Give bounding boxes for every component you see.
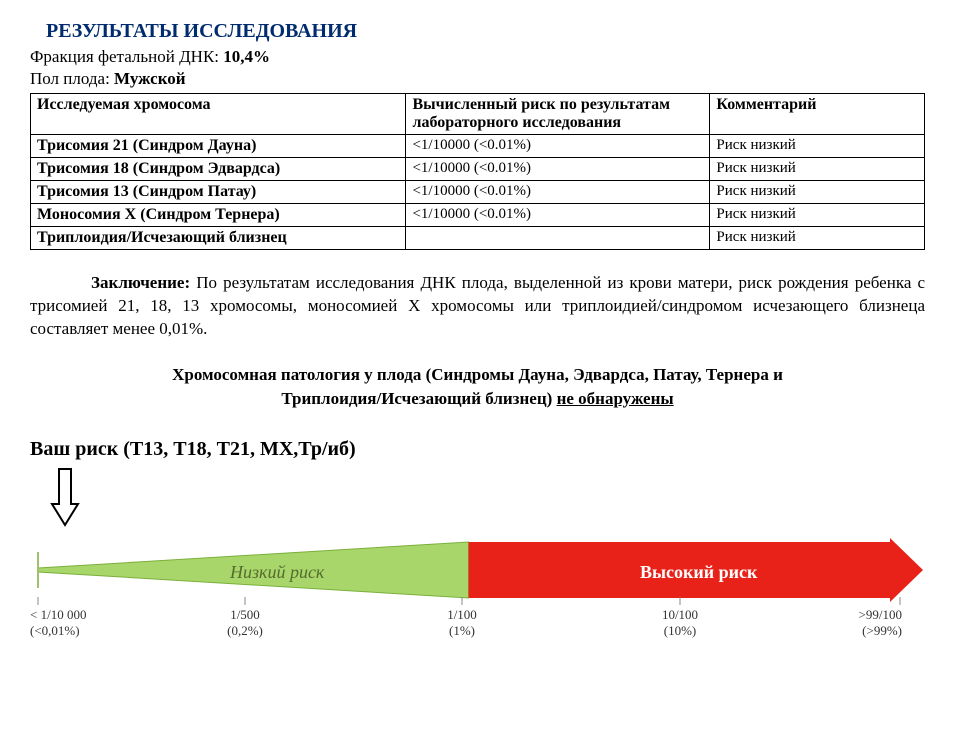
low-risk-label: Низкий риск — [230, 562, 324, 583]
tick-label: 1/100(1%) — [422, 607, 502, 638]
tick-label: >99/100(>99%) — [859, 607, 902, 638]
fetal-sex-line: Пол плода: Мужской — [30, 69, 925, 89]
table-cell: Триплоидия/Исчезающий близнец — [31, 227, 406, 250]
table-cell: Трисомия 18 (Синдром Эдвардса) — [31, 158, 406, 181]
conclusion-label: Заключение: — [91, 273, 196, 292]
table-cell: Риск низкий — [710, 227, 925, 250]
page-title: РЕЗУЛЬТАТЫ ИССЛЕДОВАНИЯ — [46, 20, 925, 43]
table-cell: <1/10000 (<0.01%) — [406, 204, 710, 227]
table-header-row: Исследуемая хромосома Вычисленный риск п… — [31, 94, 925, 135]
fetal-dna-label: Фракция фетальной ДНК: — [30, 47, 223, 66]
table-row: Триплоидия/Исчезающий близнец Риск низкий — [31, 227, 925, 250]
table-cell: Риск низкий — [710, 181, 925, 204]
fetal-dna-line: Фракция фетальной ДНК: 10,4% — [30, 47, 925, 67]
results-table: Исследуемая хромосома Вычисленный риск п… — [30, 93, 925, 250]
table-row: Трисомия 21 (Синдром Дауна)<1/10000 (<0.… — [31, 135, 925, 158]
table-row: Трисомия 13 (Синдром Патау)<1/10000 (<0.… — [31, 181, 925, 204]
high-risk-label: Высокий риск — [640, 562, 757, 583]
table-cell: Риск низкий — [710, 158, 925, 181]
tick-label: < 1/10 000(<0,01%) — [30, 607, 86, 638]
table-cell: Трисомия 21 (Синдром Дауна) — [31, 135, 406, 158]
table-cell: Риск низкий — [710, 135, 925, 158]
table-row: Трисомия 18 (Синдром Эдвардса)<1/10000 (… — [31, 158, 925, 181]
table-header: Вычисленный риск по результатам лаборато… — [406, 94, 710, 135]
fetal-dna-value: 10,4% — [223, 47, 270, 66]
not-found-line2-underline: не обнаружены — [557, 389, 674, 408]
table-cell: <1/10000 (<0.01%) — [406, 135, 710, 158]
tick-label: 1/500(0,2%) — [205, 607, 285, 638]
table-cell: <1/10000 (<0.01%) — [406, 181, 710, 204]
not-found-block: Хромосомная патология у плода (Синдромы … — [30, 363, 925, 411]
arrow-down-icon — [50, 467, 80, 527]
not-found-line2-prefix: Триплоидия/Исчезающий близнец) — [281, 389, 556, 408]
table-cell: <1/10000 (<0.01%) — [406, 158, 710, 181]
conclusion-paragraph: Заключение: По результатам исследования … — [30, 272, 925, 341]
table-cell: Риск низкий — [710, 204, 925, 227]
table-cell: Трисомия 13 (Синдром Патау) — [31, 181, 406, 204]
table-header: Комментарий — [710, 94, 925, 135]
table-header: Исследуемая хромосома — [31, 94, 406, 135]
table-row: Моносомия X (Синдром Тернера)<1/10000 (<… — [31, 204, 925, 227]
tick-label: 10/100(10%) — [640, 607, 720, 638]
not-found-line1: Хромосомная патология у плода (Синдромы … — [30, 363, 925, 387]
table-cell: Моносомия X (Синдром Тернера) — [31, 204, 406, 227]
fetal-sex-label: Пол плода: — [30, 69, 114, 88]
risk-heading: Ваш риск (Т13, Т18, Т21, МХ,Тр/иб) — [30, 438, 925, 461]
risk-scale — [30, 535, 925, 605]
risk-chart: Низкий риск Высокий риск < 1/10 000(<0,0… — [30, 467, 925, 647]
fetal-sex-value: Мужской — [114, 69, 186, 88]
table-cell — [406, 227, 710, 250]
